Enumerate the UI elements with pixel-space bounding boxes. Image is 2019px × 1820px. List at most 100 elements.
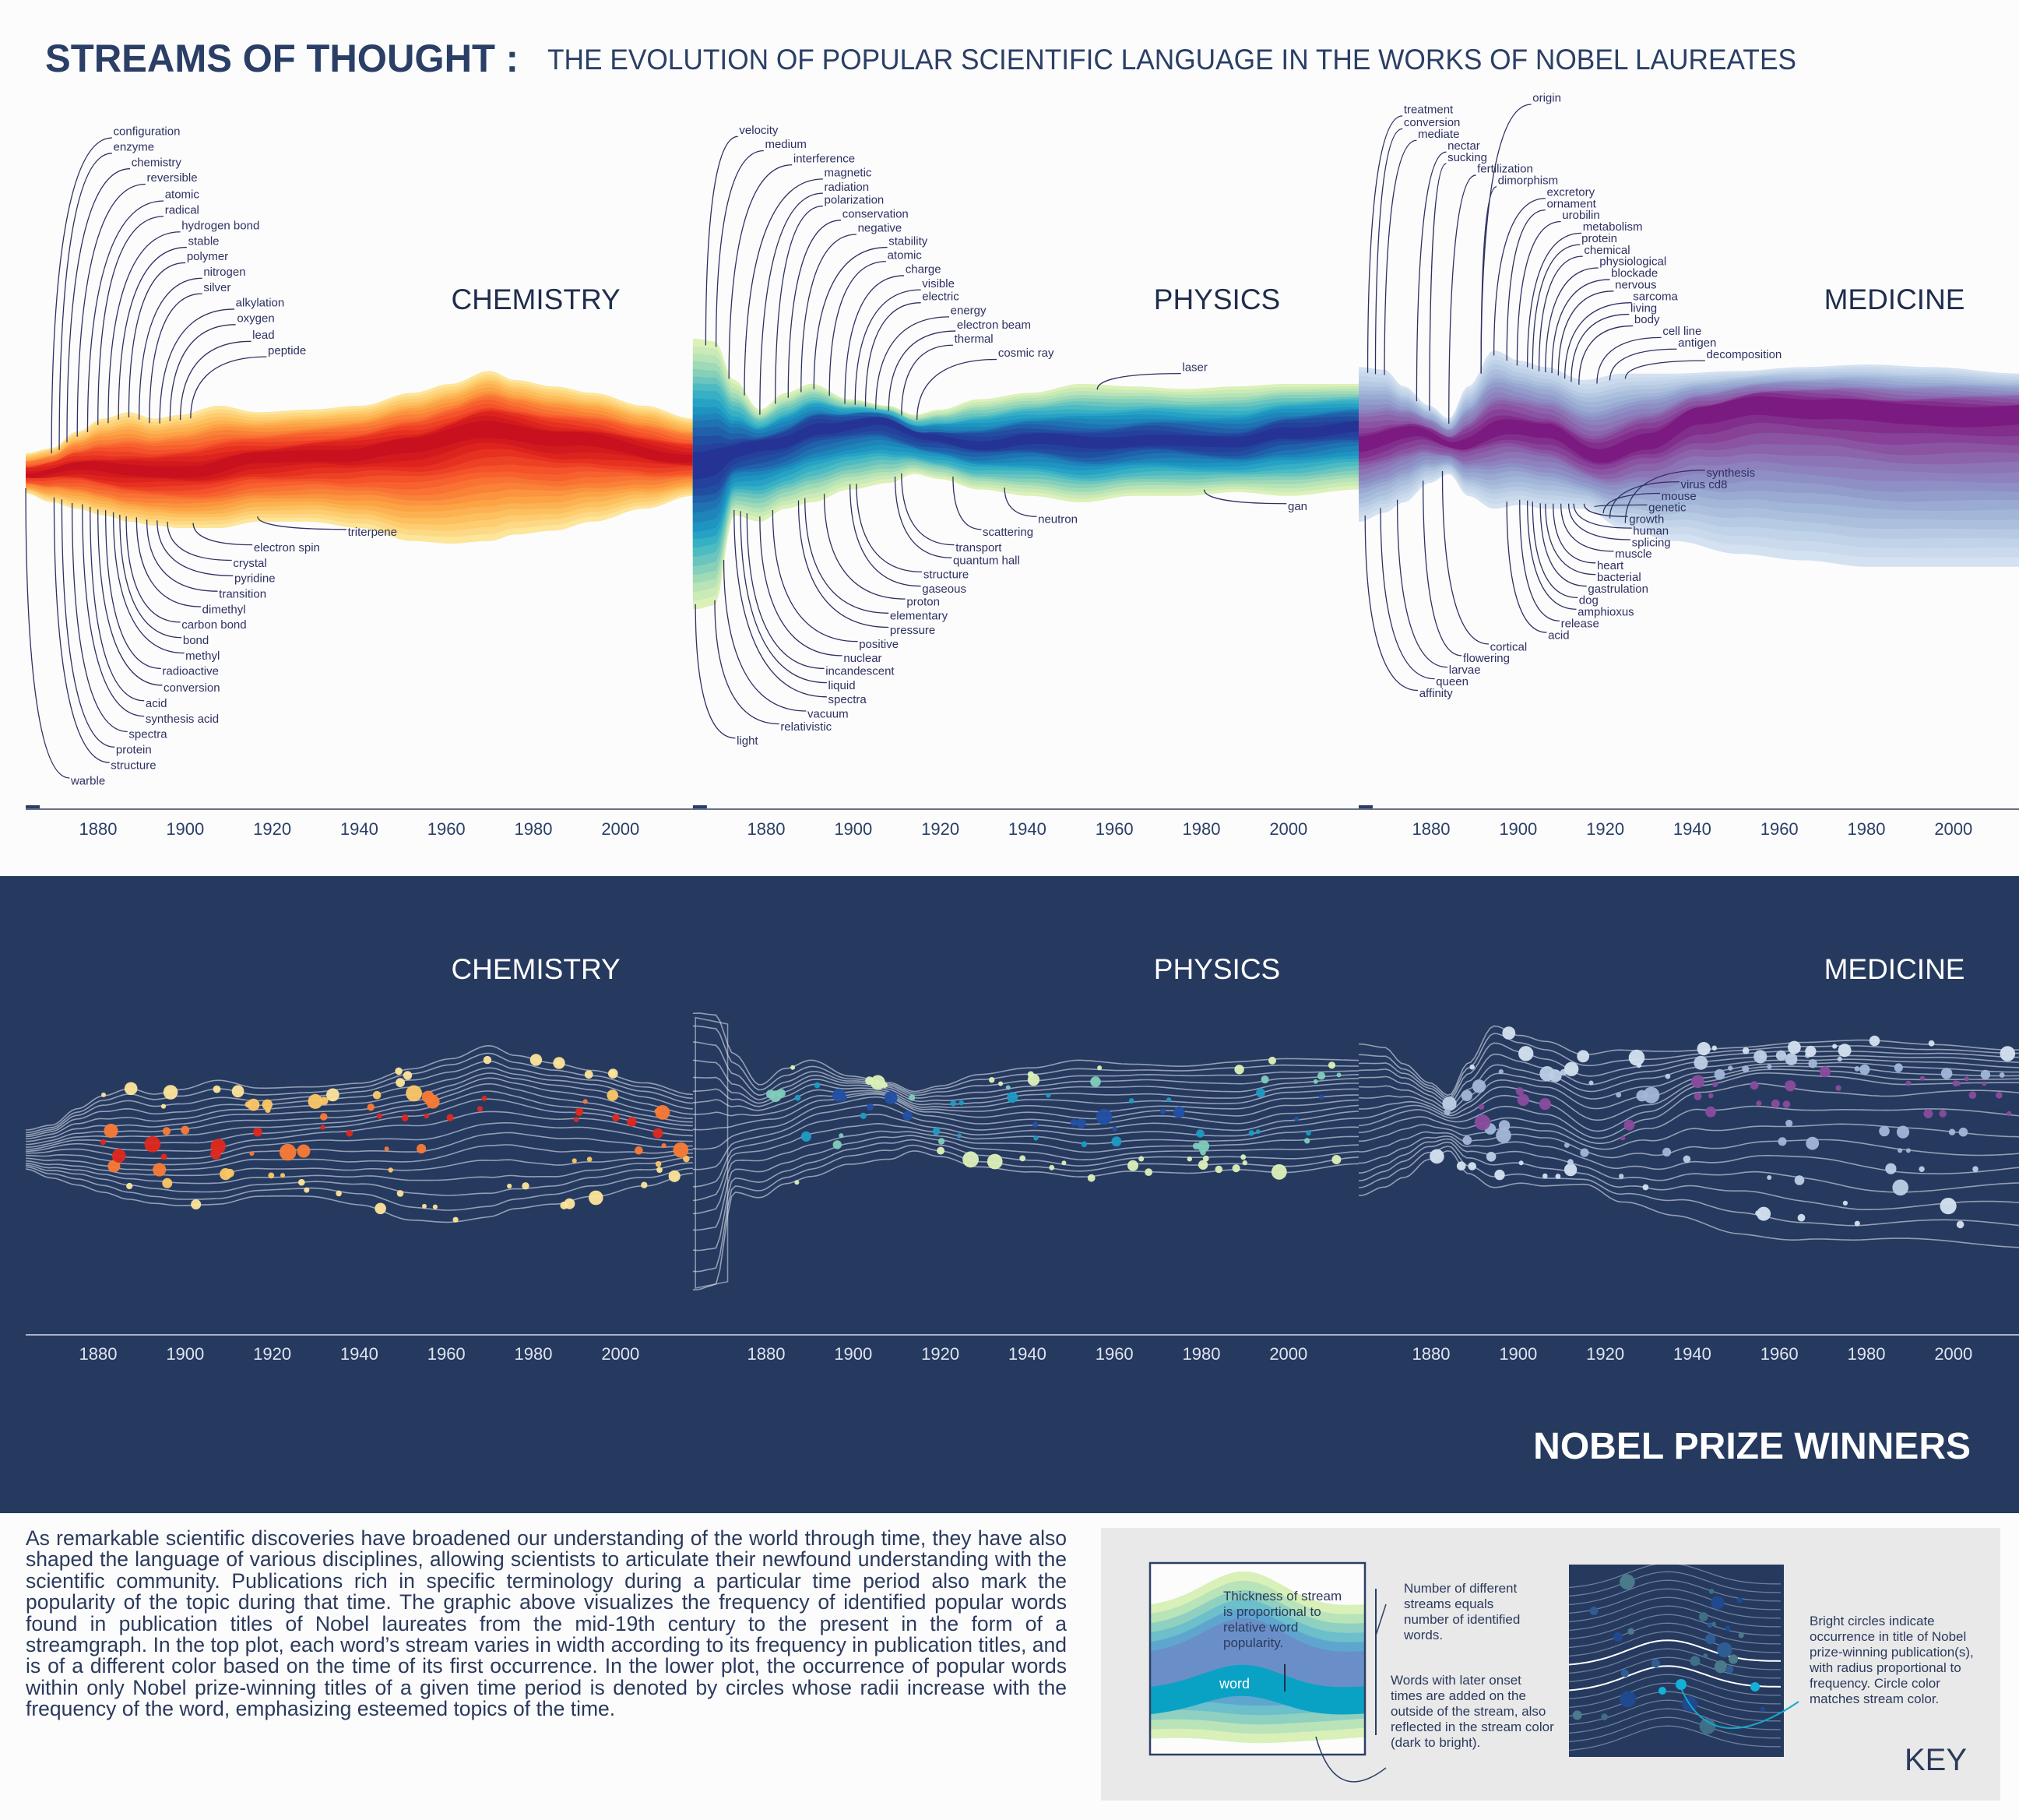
leader-line	[901, 473, 955, 546]
nobel-occurrence-circle	[673, 1142, 689, 1158]
nobel-occurrence-circle	[584, 1070, 593, 1079]
leader-line	[1553, 503, 1596, 564]
nobel-occurrence-circle	[958, 1100, 964, 1106]
word-label: chemical	[1584, 244, 1630, 257]
word-label: cell line	[1662, 325, 1701, 338]
x-tick-label: 1900	[1499, 1344, 1537, 1364]
nobel-occurrence-circle	[575, 1107, 584, 1117]
nobel-occurrence-circle	[375, 1202, 386, 1215]
leader-line	[157, 520, 234, 576]
word-label: nitrogen	[203, 266, 245, 279]
x-tick-label: 1920	[253, 819, 291, 839]
nobel-occurrence-circle	[507, 1183, 512, 1189]
nobel-occurrence-circle	[406, 1085, 422, 1102]
word-strand	[692, 1139, 1359, 1251]
x-tick-label: 1940	[340, 1344, 378, 1364]
x-tick-label: 1940	[1673, 1344, 1711, 1364]
nobel-occurrence-circle	[1076, 1118, 1086, 1128]
leader-line	[1545, 503, 1596, 576]
nobel-occurrence-circle	[126, 1182, 133, 1190]
leader-line	[1396, 499, 1448, 668]
nobel-occurrence-circle	[401, 1114, 409, 1121]
nobel-strands-chemistry	[25, 1044, 693, 1223]
nobel-occurrence-circle	[1616, 1092, 1622, 1098]
word-label: negative	[858, 222, 902, 235]
leader-line	[71, 502, 128, 733]
word-label: radiation	[825, 181, 870, 194]
leader-line	[894, 476, 952, 558]
key-pointer-curve	[1315, 1736, 1387, 1783]
nobel-section-background	[0, 876, 2019, 1513]
word-label: relativistic	[780, 720, 832, 734]
leader-line	[849, 484, 921, 587]
word-label: configuration	[114, 125, 181, 139]
word-label: virus cd8	[1680, 478, 1727, 491]
key-circle	[1725, 1665, 1734, 1674]
leader-line	[119, 514, 182, 639]
nobel-occurrence-circle	[1198, 1160, 1208, 1171]
word-label: human	[1633, 524, 1669, 537]
key-strand	[1569, 1565, 1782, 1589]
nobel-occurrence-circle	[1240, 1154, 1247, 1160]
key-circle	[1708, 1589, 1715, 1594]
word-label: splicing	[1632, 536, 1671, 549]
nobel-occurrence-circle	[1138, 1156, 1145, 1162]
word-label: quantum hall	[953, 554, 1020, 567]
nobel-occurrence-circle	[1166, 1097, 1172, 1103]
nobel-panel-title-chemistry: CHEMISTRY	[451, 953, 620, 985]
nobel-occurrence-circle	[962, 1151, 979, 1168]
nobel-occurrence-circle	[1854, 1220, 1860, 1227]
word-label: transition	[219, 587, 266, 600]
key-circle-plot	[1569, 1565, 1784, 1757]
nobel-occurrence-circle	[1472, 1079, 1486, 1093]
x-tick-label: 1900	[834, 819, 872, 839]
key-circle	[1651, 1659, 1660, 1668]
nobel-occurrence-circle	[1494, 1169, 1505, 1181]
x-tick-label: 1960	[427, 819, 466, 839]
nobel-occurrence-circle	[1767, 1175, 1772, 1180]
nobel-occurrence-circle	[1261, 1075, 1269, 1084]
nobel-occurrence-circle	[1999, 1072, 2005, 1078]
nobel-occurrence-circle	[655, 1160, 662, 1167]
leader-line	[875, 316, 950, 410]
nobel-occurrence-circle	[865, 1076, 874, 1086]
word-label: crystal	[233, 557, 266, 570]
nobel-occurrence-circle	[1665, 1073, 1671, 1079]
streamgraph-medicine	[1359, 350, 2019, 567]
leader-line	[1571, 313, 1630, 382]
nobel-occurrence-circle	[107, 1160, 121, 1173]
nobel-occurrence-circle	[560, 1201, 568, 1209]
key-strand	[1569, 1656, 1782, 1683]
nobel-occurrence-circle	[160, 1153, 167, 1160]
nobel-occurrence-circle	[1271, 1163, 1287, 1180]
word-label: gastrulation	[1588, 583, 1648, 596]
leader-line	[1563, 302, 1632, 379]
leader-line	[1367, 115, 1403, 373]
word-label: fertilization	[1477, 163, 1533, 176]
nobel-occurrence-circle	[1096, 1108, 1113, 1125]
word-strand	[692, 1135, 1359, 1231]
nobel-occurrence-circle	[1742, 1065, 1750, 1073]
key-strand	[1569, 1682, 1782, 1709]
key-word-stream	[1150, 1664, 1365, 1716]
key-circle	[1736, 1597, 1743, 1604]
nobel-occurrence-circle	[909, 1094, 916, 1101]
word-label: peptide	[268, 344, 306, 357]
leader-line	[813, 246, 888, 389]
panel-title-physics: PHYSICS	[1154, 283, 1280, 315]
nobel-occurrence-circle	[1331, 1155, 1342, 1164]
nobel-occurrence-circle	[100, 1139, 106, 1146]
x-tick-label: 2000	[1269, 819, 1307, 839]
leader-line	[1624, 360, 1705, 379]
word-label: incandescent	[825, 665, 895, 678]
word-label: polarization	[825, 193, 885, 206]
key-circle	[1711, 1621, 1717, 1627]
nobel-occurrence-circle	[1549, 1069, 1562, 1082]
nobel-occurrence-circle	[1982, 1081, 1987, 1086]
leader-line	[58, 153, 112, 450]
nobel-occurrence-circle	[104, 1123, 118, 1139]
x-tick-label: 1900	[834, 1344, 872, 1364]
nobel-occurrence-circle	[1515, 1087, 1525, 1096]
word-strand	[26, 1162, 693, 1196]
word-label: conversion	[164, 681, 220, 695]
